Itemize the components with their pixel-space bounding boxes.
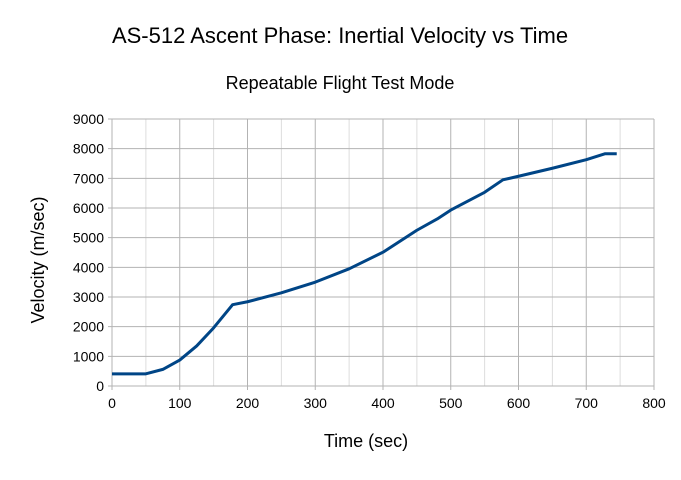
x-axis-label: Time (sec) — [324, 431, 408, 451]
y-tick-label: 3000 — [73, 289, 104, 305]
x-tick-label: 600 — [507, 395, 531, 411]
x-tick-label: 200 — [236, 395, 260, 411]
y-tick-label: 6000 — [73, 200, 104, 216]
x-tick-label: 800 — [642, 395, 666, 411]
y-tick-label: 1000 — [73, 348, 104, 364]
x-tick-label: 400 — [371, 395, 395, 411]
chart-subtitle: Repeatable Flight Test Mode — [226, 73, 455, 93]
y-tick-label: 7000 — [73, 170, 104, 186]
series — [112, 154, 617, 374]
y-tick-label: 5000 — [73, 230, 104, 246]
y-axis-label: Velocity (m/sec) — [28, 196, 48, 323]
y-tick-label: 8000 — [73, 141, 104, 157]
chart-title: AS-512 Ascent Phase: Inertial Velocity v… — [112, 23, 568, 48]
x-tick-label: 100 — [168, 395, 192, 411]
y-tick-label: 2000 — [73, 319, 104, 335]
x-tick-label: 300 — [304, 395, 328, 411]
x-tick-label: 0 — [108, 395, 116, 411]
y-tick-label: 9000 — [73, 111, 104, 127]
series-line-velocity — [112, 154, 617, 374]
y-tick-label: 4000 — [73, 259, 104, 275]
x-tick-label: 700 — [575, 395, 599, 411]
y-tick-label: 0 — [96, 378, 104, 394]
x-tick-label: 500 — [439, 395, 463, 411]
